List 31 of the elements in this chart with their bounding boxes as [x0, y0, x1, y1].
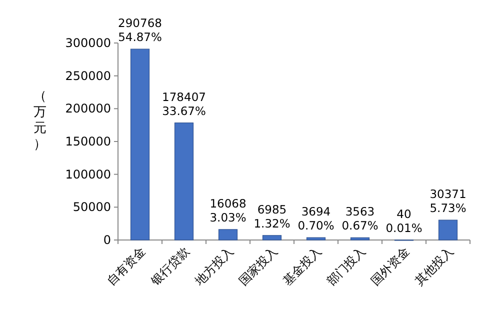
y-tick-label: 50000 — [72, 200, 111, 214]
bar — [218, 229, 238, 240]
data-label: 16068 3.03% — [210, 196, 246, 224]
bar — [438, 220, 458, 240]
data-label: 178407 33.67% — [162, 90, 206, 118]
x-tick-label: 其他投入 — [412, 244, 456, 288]
y-tick-label: 100000 — [65, 167, 111, 182]
x-tick-label: 银行贷款 — [148, 244, 192, 289]
data-label: 6985 1.32% — [254, 202, 290, 230]
x-tick-label: 部门投入 — [324, 244, 368, 288]
bar — [306, 237, 326, 240]
y-tick-label: 0 — [103, 233, 111, 247]
data-label: 30371 5.73% — [430, 187, 466, 216]
data-label: 290768 54.87% — [118, 16, 162, 44]
x-tick-label: 自有资金 — [104, 244, 148, 288]
x-tick-label: 国家投入 — [236, 244, 280, 288]
bar — [350, 237, 370, 240]
data-label: 3563 0.67% — [342, 204, 378, 233]
data-label: 40 0.01% — [386, 206, 422, 235]
x-tick-label: 国外资金 — [368, 244, 412, 288]
bar — [174, 122, 194, 240]
bar — [130, 48, 150, 240]
bar — [262, 235, 282, 240]
y-tick-label: 200000 — [65, 102, 111, 116]
x-tick-label: 地方投入 — [192, 244, 236, 289]
data-label: 3694 0.70% — [298, 204, 334, 233]
y-tick-label: 150000 — [65, 134, 111, 148]
y-tick-label: 250000 — [65, 68, 111, 83]
y-tick-label: 300000 — [65, 36, 111, 50]
y-axis-title: （万元） — [34, 89, 46, 152]
x-tick-label: 基金投入 — [280, 244, 324, 288]
